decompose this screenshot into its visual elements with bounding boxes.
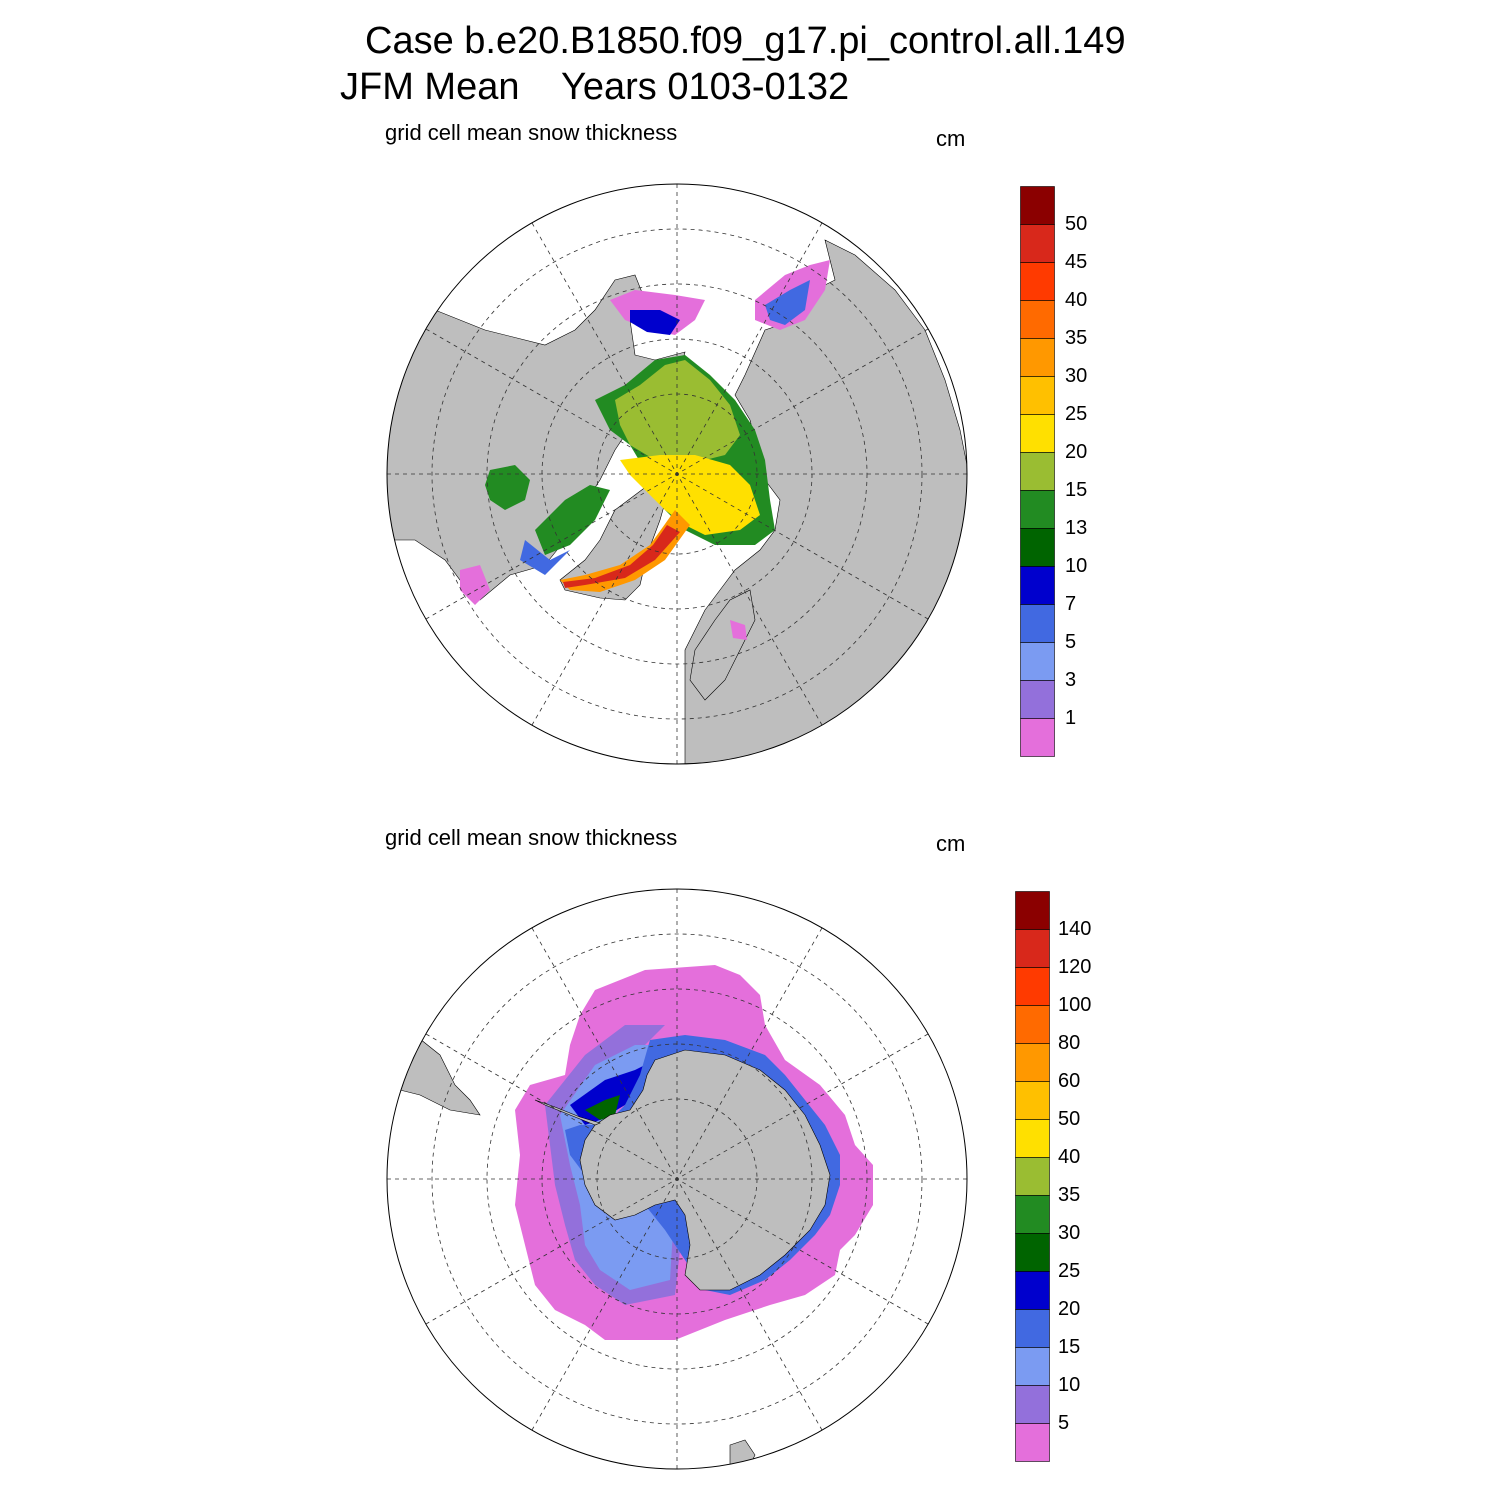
colorbar-swatch bbox=[1020, 376, 1055, 415]
colorbar-label: 120 bbox=[1058, 956, 1092, 978]
colorbar-swatch bbox=[1020, 224, 1055, 263]
colorbar-swatch bbox=[1020, 604, 1055, 643]
colorbar-label: 7 bbox=[1065, 593, 1077, 615]
case-title: Case b.e20.B1850.f09_g17.pi_control.all.… bbox=[365, 20, 1126, 62]
colorbar-label: 45 bbox=[1065, 251, 1088, 273]
colorbar-label: 15 bbox=[1065, 479, 1088, 501]
colorbar-label: 10 bbox=[1058, 1374, 1081, 1396]
colorbar-label: 20 bbox=[1065, 441, 1088, 463]
colorbar-swatch bbox=[1020, 262, 1055, 301]
colorbar-swatch bbox=[1020, 642, 1055, 681]
north-snow-yellow bbox=[620, 455, 760, 535]
colorbar-label: 60 bbox=[1058, 1070, 1081, 1092]
colorbar-swatch bbox=[1015, 1423, 1050, 1462]
north-snow-baffin bbox=[535, 485, 610, 555]
colorbar-label: 30 bbox=[1058, 1222, 1081, 1244]
north-snow-lightgreen bbox=[615, 360, 740, 465]
colorbar-swatch bbox=[1015, 1005, 1050, 1044]
colorbar-swatch bbox=[1015, 1195, 1050, 1234]
north-polar-map bbox=[386, 183, 968, 765]
north-colorbar-swatches bbox=[1020, 186, 1055, 757]
colorbar-label: 50 bbox=[1058, 1108, 1081, 1130]
colorbar-swatch bbox=[1015, 1271, 1050, 1310]
colorbar-swatch bbox=[1015, 1385, 1050, 1424]
colorbar-label: 35 bbox=[1058, 1184, 1081, 1206]
north-units-label: cm bbox=[936, 126, 966, 151]
north-snow-hudson bbox=[485, 465, 530, 510]
south-units-label: cm bbox=[936, 831, 966, 856]
north-panel-title: grid cell mean snow thickness bbox=[385, 120, 678, 145]
south-polar-map bbox=[386, 888, 968, 1470]
colorbar-label: 140 bbox=[1058, 918, 1092, 940]
colorbar-swatch bbox=[1015, 891, 1050, 930]
colorbar-swatch bbox=[1015, 1043, 1050, 1082]
colorbar-swatch bbox=[1015, 1081, 1050, 1120]
colorbar-label: 40 bbox=[1065, 289, 1088, 311]
colorbar-swatch bbox=[1020, 452, 1055, 491]
colorbar-label: 5 bbox=[1065, 631, 1077, 653]
north-land-scandinavia bbox=[689, 589, 756, 701]
colorbar-swatch bbox=[1020, 186, 1055, 225]
colorbar-swatch bbox=[1020, 680, 1055, 719]
colorbar-label: 15 bbox=[1058, 1336, 1081, 1358]
south-panel-title: grid cell mean snow thickness bbox=[385, 825, 678, 850]
colorbar-swatch bbox=[1015, 967, 1050, 1006]
north-colorbar bbox=[1020, 186, 1055, 763]
north-snow-okhotsk-blue bbox=[765, 280, 810, 325]
colorbar-swatch bbox=[1020, 490, 1055, 529]
period-title: JFM Mean Years 0103-0132 bbox=[340, 66, 850, 108]
colorbar-swatch bbox=[1020, 718, 1055, 757]
colorbar-label: 20 bbox=[1058, 1298, 1081, 1320]
colorbar-label: 25 bbox=[1058, 1260, 1081, 1282]
colorbar-swatch bbox=[1020, 300, 1055, 339]
colorbar-label: 100 bbox=[1058, 994, 1092, 1016]
colorbar-label: 1 bbox=[1065, 707, 1077, 729]
north-map-border bbox=[386, 183, 968, 765]
north-snow-bering-blue bbox=[630, 310, 680, 335]
colorbar-swatch bbox=[1015, 1119, 1050, 1158]
colorbar-label: 35 bbox=[1065, 327, 1088, 349]
colorbar-label: 5 bbox=[1058, 1412, 1070, 1434]
colorbar-label: 80 bbox=[1058, 1032, 1081, 1054]
colorbar-label: 25 bbox=[1065, 403, 1088, 425]
south-map-border bbox=[386, 888, 968, 1470]
colorbar-label: 40 bbox=[1058, 1146, 1081, 1168]
colorbar-label: 30 bbox=[1065, 365, 1088, 387]
colorbar-label: 50 bbox=[1065, 213, 1088, 235]
colorbar-label: 10 bbox=[1065, 555, 1088, 577]
south-colorbar-swatches bbox=[1015, 891, 1050, 1462]
colorbar-swatch bbox=[1015, 1309, 1050, 1348]
colorbar-swatch bbox=[1020, 528, 1055, 567]
south-colorbar bbox=[1015, 891, 1050, 1468]
north-graticule bbox=[387, 184, 967, 764]
colorbar-swatch bbox=[1020, 414, 1055, 453]
north-snow-baffin-blue bbox=[520, 540, 570, 575]
south-graticule bbox=[387, 889, 967, 1469]
colorbar-label: 3 bbox=[1065, 669, 1077, 691]
south-snow-darkgreen bbox=[585, 1095, 620, 1120]
colorbar-swatch bbox=[1015, 1157, 1050, 1196]
colorbar-swatch bbox=[1015, 929, 1050, 968]
colorbar-swatch bbox=[1015, 1233, 1050, 1272]
colorbar-label: 13 bbox=[1065, 517, 1088, 539]
north-snow-baltic-pink bbox=[730, 620, 747, 640]
colorbar-swatch bbox=[1015, 1347, 1050, 1386]
north-snow-red-band bbox=[563, 525, 680, 588]
colorbar-swatch bbox=[1020, 566, 1055, 605]
colorbar-swatch bbox=[1020, 338, 1055, 377]
